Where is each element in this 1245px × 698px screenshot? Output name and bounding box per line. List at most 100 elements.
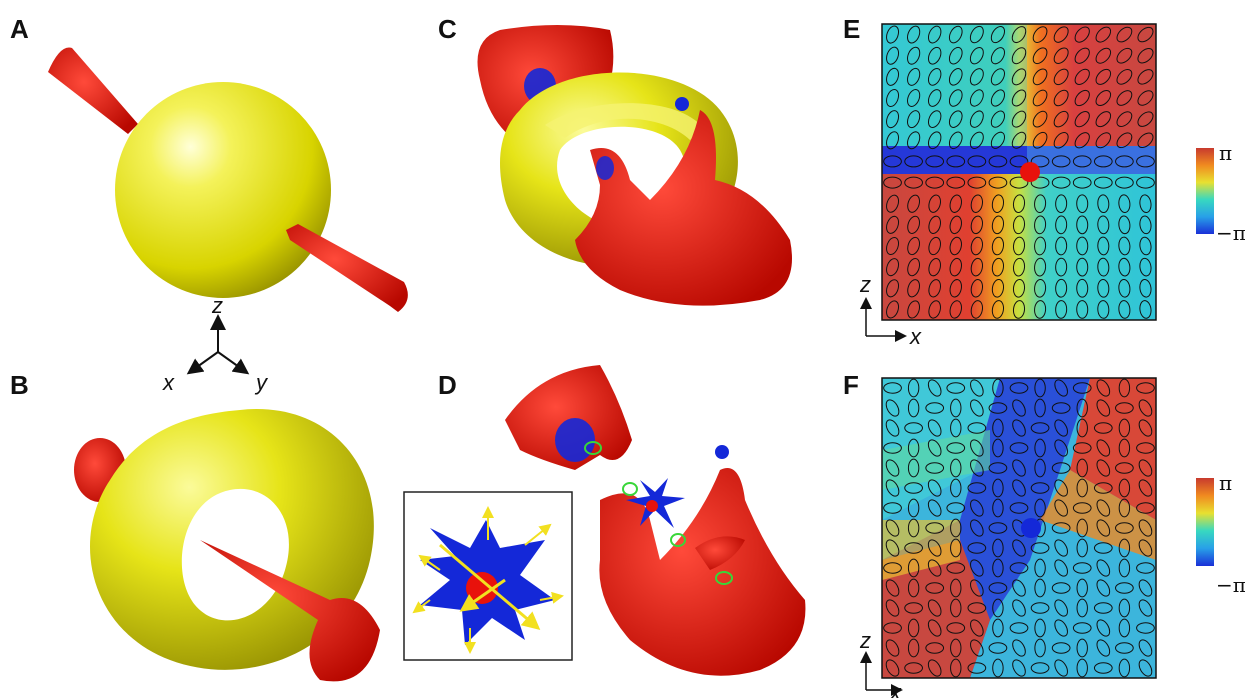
director-ellipse [1034,638,1046,658]
director-ellipse [970,499,984,517]
director-ellipse [988,462,1008,474]
director-ellipse [1034,257,1047,277]
director-ellipse [1055,300,1068,319]
director-ellipse [1076,538,1088,558]
director-ellipse [886,279,900,298]
director-ellipse [1012,579,1026,597]
director-ellipse [991,194,1005,214]
director-ellipse [946,176,966,189]
director-ellipse [927,46,942,65]
director-ellipse [1012,278,1026,298]
director-ellipse [885,399,900,417]
director-ellipse [927,539,942,557]
director-ellipse [1076,598,1088,618]
director-ellipse [990,131,1006,149]
director-ellipse [1051,642,1071,654]
director-ellipse [1053,132,1069,149]
director-ellipse [950,578,962,598]
director-ellipse [1076,194,1089,214]
director-ellipse [886,25,900,44]
director-ellipse [886,236,900,256]
director-ellipse [1054,539,1068,557]
director-ellipse [1054,559,1068,577]
director-ellipse [1054,479,1068,497]
panel-b-scene [74,409,380,682]
red-string-cone [200,540,380,682]
director-ellipse [949,300,962,319]
director-ellipse [948,46,963,65]
director-ellipse [970,619,984,637]
director-ellipse [904,662,923,674]
director-ellipse [907,378,920,398]
director-ellipse [1095,68,1112,85]
panel-f-map [881,377,1157,679]
director-ellipse [1030,602,1050,614]
director-ellipse [1030,422,1050,434]
director-ellipse [970,279,983,298]
blue-patch-d1 [555,418,595,462]
director-ellipse [1012,399,1026,417]
director-ellipse [925,176,945,189]
director-ellipse [927,25,942,44]
director-ellipse [1138,659,1153,677]
green-ring-d3 [670,533,686,547]
director-ellipse [1051,462,1071,474]
director-ellipse [1095,132,1112,149]
director-ellipse [950,458,962,478]
director-ellipse [1136,502,1155,514]
director-ellipse [1034,558,1046,578]
director-ellipse [1072,562,1092,574]
director-ellipse [1012,479,1026,497]
xyz-axes-icon: z x y [162,293,269,395]
director-ellipse [1012,419,1026,437]
director-ellipse [991,236,1005,256]
director-ellipse [1096,459,1111,477]
director-ellipse [967,602,987,614]
director-ellipse [1115,402,1134,414]
director-ellipse [1054,499,1068,517]
director-ellipse [992,378,1004,398]
director-ellipse [970,300,983,319]
director-ellipse [904,542,923,554]
director-ellipse [925,522,945,534]
director-ellipse [927,439,942,457]
director-ellipse [1032,131,1048,149]
director-ellipse [927,499,942,517]
director-ellipse [949,194,962,213]
director-ellipse [1096,579,1111,597]
director-ellipse [1093,482,1113,494]
director-ellipse [949,236,962,256]
director-ellipse [1138,479,1153,497]
director-ellipse [1118,538,1131,558]
director-ellipse [1072,502,1092,514]
director-ellipse [1136,622,1155,634]
director-ellipse [1012,599,1026,617]
director-ellipse [992,478,1004,498]
director-ellipse [1009,562,1029,574]
director-ellipse [886,194,900,213]
director-ellipse [1076,398,1088,418]
director-ellipse [1012,539,1026,557]
director-ellipse [885,659,900,677]
red-membrane-right [575,110,792,306]
colorbar-f: π −π [1196,471,1245,597]
director-ellipse [1097,257,1110,277]
green-ring-d4 [715,571,733,585]
director-ellipse [1051,176,1071,189]
panel-label-c: C [438,14,457,44]
director-ellipse [886,131,900,150]
director-ellipse [1076,458,1088,478]
director-ellipse [950,538,962,558]
director-ellipse [1116,90,1133,106]
director-ellipse [1054,659,1068,677]
director-ellipse [950,418,962,438]
director-ellipse [969,47,984,65]
director-ellipse [1072,155,1092,168]
panel-d-scene [403,365,806,676]
director-ellipse [1096,499,1111,517]
blue-defect-c2 [675,97,689,111]
director-ellipse [1034,236,1047,256]
axes-e: z x [859,272,922,349]
director-ellipse [1034,398,1046,418]
director-ellipse [1096,439,1111,457]
